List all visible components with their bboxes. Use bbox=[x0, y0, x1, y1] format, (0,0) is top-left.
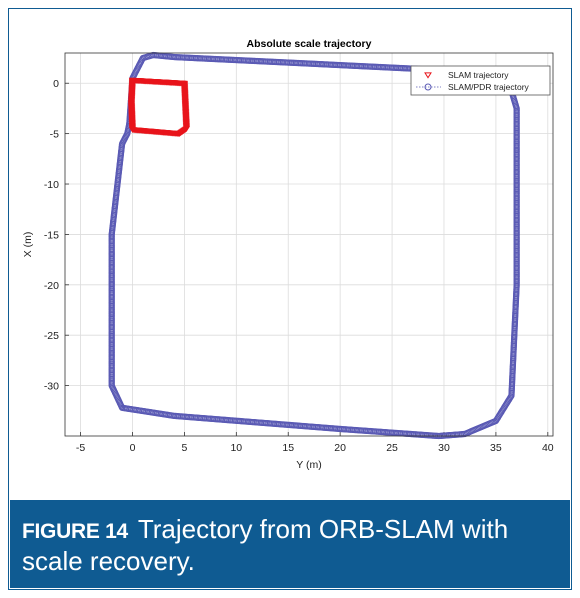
x-tick-label: 15 bbox=[282, 442, 294, 454]
x-tick-label: 30 bbox=[438, 442, 450, 454]
trajectory-chart: -5 0 5 10 15 20 25 30 35 40 0 -5 -10 -15 -20 -25 -30 Abs… bbox=[22, 38, 554, 471]
figure-frame bbox=[8, 8, 572, 590]
y-tick-label: 0 bbox=[53, 78, 59, 90]
series-slam bbox=[127, 77, 191, 138]
axes-box bbox=[64, 52, 554, 437]
y-tick-label: -25 bbox=[44, 330, 59, 342]
figure-caption: FIGURE 14 Trajectory from ORB-SLAM with s… bbox=[10, 500, 570, 588]
y-axis-label: X (m) bbox=[22, 232, 34, 258]
series-slam-pdr bbox=[108, 51, 520, 440]
caption-line-2: scale recovery. bbox=[22, 546, 195, 576]
grid bbox=[65, 53, 553, 436]
legend-item-slam: SLAM trajectory bbox=[424, 70, 509, 80]
y-tick-label: -20 bbox=[44, 280, 59, 292]
data-point-slam bbox=[128, 77, 137, 84]
axis-ticks: -5 0 5 10 15 20 25 30 35 40 0 -5 -10 -15 -20 -25 -30 bbox=[44, 78, 554, 454]
x-tick-label: 40 bbox=[542, 442, 554, 454]
x-tick-label: 10 bbox=[230, 442, 242, 454]
chart-title: Absolute scale trajectory bbox=[247, 38, 372, 50]
x-tick-label: 0 bbox=[130, 442, 136, 454]
y-tick-label: -15 bbox=[44, 229, 59, 241]
x-tick-label: 35 bbox=[490, 442, 502, 454]
x-tick-label: 5 bbox=[181, 442, 187, 454]
legend-item-slam-pdr: SLAM/PDR trajectory bbox=[416, 82, 530, 92]
legend: SLAM trajectory SLAM/PDR trajectory bbox=[410, 65, 551, 96]
chart-area: -5 0 5 10 15 20 25 30 35 40 0 -5 -10 -15 -20 -25 -30 Abs… bbox=[8, 8, 570, 500]
legend-label-slam-pdr: SLAM/PDR trajectory bbox=[448, 82, 530, 92]
figure-label: FIGURE 14 bbox=[22, 520, 128, 543]
legend-box bbox=[410, 65, 551, 96]
legend-marker-circle bbox=[424, 83, 432, 91]
caption-line-1: FIGURE 14 Trajectory from ORB-SLAM with bbox=[22, 514, 508, 547]
x-tick-label: 20 bbox=[334, 442, 346, 454]
y-tick-label: -5 bbox=[50, 129, 59, 141]
legend-label-slam: SLAM trajectory bbox=[448, 70, 509, 80]
x-tick-label: 25 bbox=[386, 442, 398, 454]
x-tick-label: -5 bbox=[76, 442, 85, 454]
x-axis-label: Y (m) bbox=[296, 459, 321, 471]
y-tick-label: -30 bbox=[44, 381, 59, 393]
caption-text-1: Trajectory from ORB-SLAM with bbox=[137, 514, 509, 544]
y-tick-label: -10 bbox=[44, 179, 59, 191]
legend-marker-triangle bbox=[424, 72, 432, 79]
series bbox=[108, 51, 520, 440]
